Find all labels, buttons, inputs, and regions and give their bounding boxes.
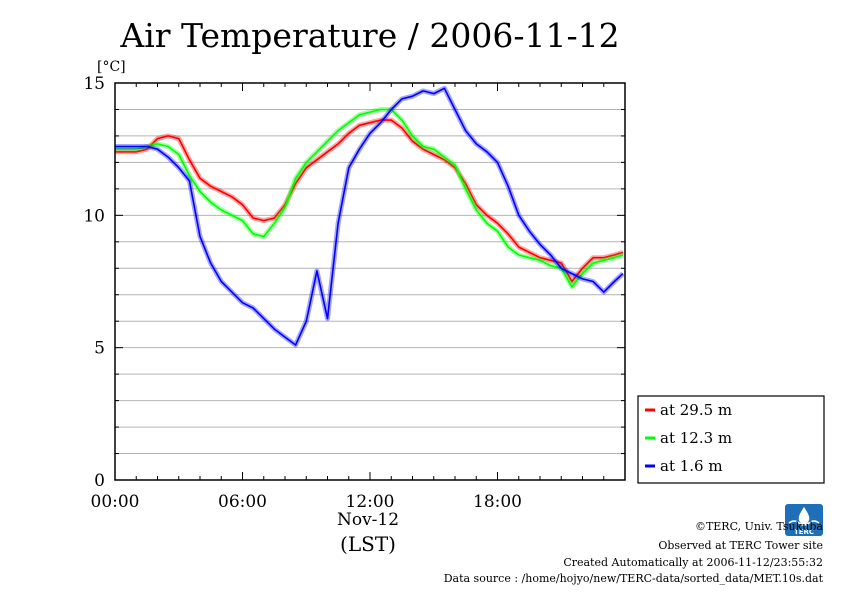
y-axis-unit-label: [°C]	[97, 59, 126, 75]
series-line-halo	[115, 85, 625, 348]
x-axis-label: (LST)	[340, 532, 396, 556]
legend: at 29.5 m at 12.3 m at 1.6 m	[637, 395, 825, 484]
footer-source: Data source : /home/hojyo/new/TERC-data/…	[444, 572, 824, 585]
grid	[115, 108, 625, 455]
footer-created: Created Automatically at 2006-11-12/23:5…	[563, 556, 823, 569]
series-lines	[115, 85, 625, 348]
series-line	[115, 119, 624, 283]
plot-frame	[114, 82, 626, 481]
x-tick-label: 18:00	[473, 492, 522, 512]
chart-title: Air Temperature / 2006-11-12	[119, 16, 619, 55]
x-tick-label: 06:00	[218, 492, 267, 512]
x-tick-label: 12:00	[346, 492, 395, 512]
legend-label: at 1.6 m	[660, 457, 723, 475]
axis-ticks: 00:00 06:00 12:00 18:00 0 5 10 15	[83, 74, 625, 512]
logo-text: TERC	[794, 528, 814, 536]
terc-logo: TERC	[785, 504, 823, 536]
y-tick-label: 10	[83, 206, 105, 226]
y-tick-label: 15	[83, 74, 105, 94]
series-line	[115, 87, 624, 346]
series-line	[115, 108, 624, 288]
x-tick-label: 00:00	[91, 492, 140, 512]
footer-observed: Observed at TERC Tower site	[658, 539, 823, 552]
legend-box	[637, 395, 825, 484]
legend-label: at 12.3 m	[660, 429, 732, 447]
wave-icon	[788, 520, 820, 526]
footer-copyright: ©TERC, Univ. Tsukuba	[695, 520, 823, 533]
x-axis-date-label: Nov-12	[337, 510, 399, 530]
y-tick-label: 0	[94, 471, 105, 491]
water-drop-icon	[798, 507, 810, 525]
legend-label: at 29.5 m	[660, 401, 732, 419]
y-tick-label: 5	[94, 339, 105, 359]
